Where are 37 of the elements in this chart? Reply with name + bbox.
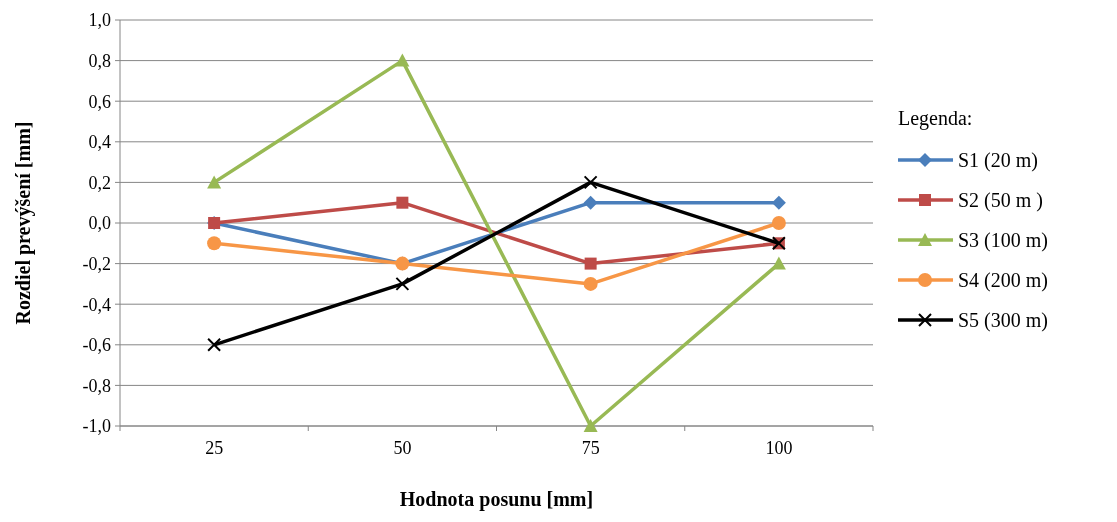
y-tick-label: -0,8 [82, 375, 111, 396]
y-tick-label: -0,6 [82, 335, 111, 356]
legend-label: S4 (200 m) [958, 269, 1048, 292]
point [395, 276, 410, 291]
legend-label: S3 (100 m) [958, 229, 1048, 252]
y-tick-label: 1,0 [88, 10, 111, 31]
y-tick-label: 0,4 [88, 132, 111, 153]
legend-label: S1 (20 m) [958, 149, 1038, 172]
y-tick-label: 0,8 [88, 50, 111, 71]
legend-label: S5 (300 m) [958, 309, 1048, 332]
point [396, 196, 409, 209]
x-tick-label: 50 [393, 438, 412, 458]
y-tick-label: -0,2 [82, 253, 111, 274]
point [771, 216, 786, 230]
point [771, 195, 786, 210]
x-tick-label: 100 [765, 438, 793, 458]
x-tick-label: 75 [581, 438, 600, 458]
y-axis-title: Rozdiel prevýšení [mm] [12, 121, 35, 325]
y-tick-label: 0,6 [88, 91, 111, 112]
y-tick-label: 0,0 [88, 213, 111, 234]
point [583, 175, 598, 190]
y-tick-label: 0,2 [88, 172, 111, 193]
x-axis-title: Hodnota posunu [mm] [399, 488, 594, 511]
legend-label: S2 (50 m ) [958, 189, 1043, 212]
point [583, 195, 598, 210]
point [771, 256, 786, 270]
y-tick-label: -0,4 [82, 294, 111, 315]
point [584, 257, 597, 270]
point [207, 337, 222, 352]
point [207, 175, 222, 189]
point [395, 53, 410, 67]
legend-title: Legenda: [898, 107, 973, 130]
point [207, 236, 222, 251]
point [583, 276, 598, 291]
y-tick-label: -1,0 [82, 416, 111, 437]
x-tick-label: 25 [205, 438, 224, 458]
point [583, 419, 598, 432]
